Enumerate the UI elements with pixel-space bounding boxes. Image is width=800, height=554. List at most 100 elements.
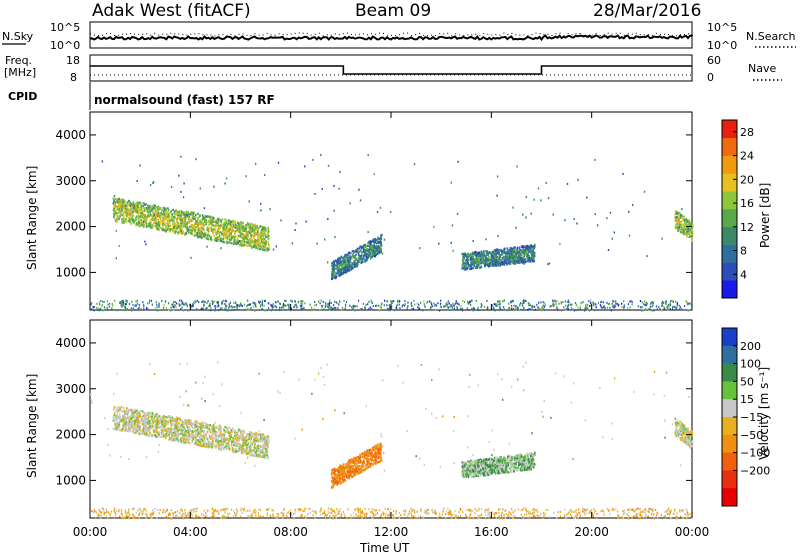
echo-cell [184, 222, 187, 225]
echo-cell [672, 305, 674, 308]
echo-cell [651, 305, 653, 308]
echo-cell [201, 231, 203, 234]
echo-cell [344, 303, 347, 306]
echo-cell [210, 228, 213, 231]
echo-cell [341, 307, 344, 309]
echo-cell [106, 306, 108, 309]
echo-cell [496, 194, 498, 197]
echo-cell [525, 249, 528, 252]
echo-cell [352, 304, 354, 307]
echo-cell [474, 260, 476, 263]
echo-cell [124, 204, 127, 207]
echo-cell [358, 260, 360, 264]
echo-cell [121, 221, 124, 224]
echo-cell [260, 233, 262, 236]
echo-cell [373, 254, 375, 257]
echo-cell [161, 209, 164, 212]
echo-cell [171, 222, 174, 226]
echo-cell [528, 251, 530, 254]
echo-cell [195, 222, 198, 225]
echo-cell [131, 206, 134, 209]
echo-cell [205, 435, 208, 438]
echo-cell [236, 303, 239, 306]
echo-cell [253, 236, 255, 239]
echo-cell [168, 220, 171, 223]
echo-cell [378, 252, 380, 255]
echo-cell [145, 414, 147, 417]
echo-cell [179, 211, 181, 214]
echo-cell [558, 302, 560, 305]
echo-cell [136, 201, 139, 204]
echo-cell [513, 255, 516, 258]
echo-cell [492, 256, 495, 259]
echo-cell [253, 230, 256, 233]
echo-cell [112, 202, 114, 205]
echo-cell [329, 299, 331, 302]
echo-cell [259, 245, 262, 248]
echo-cell [499, 263, 502, 266]
echo-cell [220, 237, 222, 240]
echo-cell [122, 299, 124, 302]
echo-cell [248, 303, 250, 306]
echo-cell [182, 425, 185, 428]
echo-cell [145, 222, 147, 225]
echo-cell [190, 225, 192, 228]
echo-cell [236, 229, 238, 233]
echo-cell [606, 301, 608, 304]
echo-cell [253, 243, 256, 246]
echo-cell [248, 239, 251, 242]
echo-cell [227, 309, 229, 312]
echo-cell [448, 305, 451, 308]
echo-cell [195, 158, 197, 161]
echo-cell [481, 257, 483, 261]
echo-cell [165, 225, 167, 228]
echo-cell [521, 249, 523, 252]
echo-cell [192, 304, 195, 307]
echo-cell [145, 218, 148, 221]
echo-cell [545, 181, 547, 184]
echo-cell [124, 211, 127, 214]
echo-cell [492, 264, 495, 267]
echo-cell [207, 230, 210, 233]
echo-cell [160, 215, 162, 218]
echo-cell [250, 240, 253, 243]
echo-cell [345, 261, 347, 264]
echo-cell [501, 251, 503, 254]
echo-cell [156, 419, 158, 422]
echo-cell [142, 301, 144, 304]
echo-cell [162, 210, 165, 213]
echo-cell [642, 309, 644, 312]
echo-cell [481, 304, 483, 307]
echo-cell [99, 308, 101, 310]
echo-cell [247, 299, 249, 302]
echo-cell [265, 450, 268, 454]
echo-cell [143, 225, 145, 228]
echo-cell [322, 304, 324, 307]
echo-cell [464, 266, 466, 269]
echo-cell [516, 246, 519, 249]
echo-cell [339, 259, 341, 262]
echo-cell [366, 253, 368, 256]
echo-cell [455, 300, 457, 303]
echo-cell [329, 304, 331, 307]
echo-cell [344, 268, 346, 271]
echo-cell [602, 306, 604, 309]
echo-cell [631, 301, 633, 304]
echo-cell [543, 306, 545, 309]
echo-cell [300, 305, 302, 308]
echo-cell [259, 305, 262, 308]
echo-cell [225, 304, 227, 307]
echo-cell [180, 424, 182, 427]
power-echoes [90, 153, 694, 312]
echo-cell [191, 439, 194, 442]
echo-cell [233, 309, 235, 311]
echo-cell [494, 309, 496, 312]
echo-cell [367, 231, 369, 234]
echo-cell [337, 268, 339, 271]
echo-cell [520, 308, 522, 311]
echo-cell [668, 305, 670, 308]
echo-cell [150, 299, 153, 302]
echo-cell [252, 449, 255, 452]
echo-cell [337, 262, 339, 265]
echo-cell [161, 213, 164, 216]
